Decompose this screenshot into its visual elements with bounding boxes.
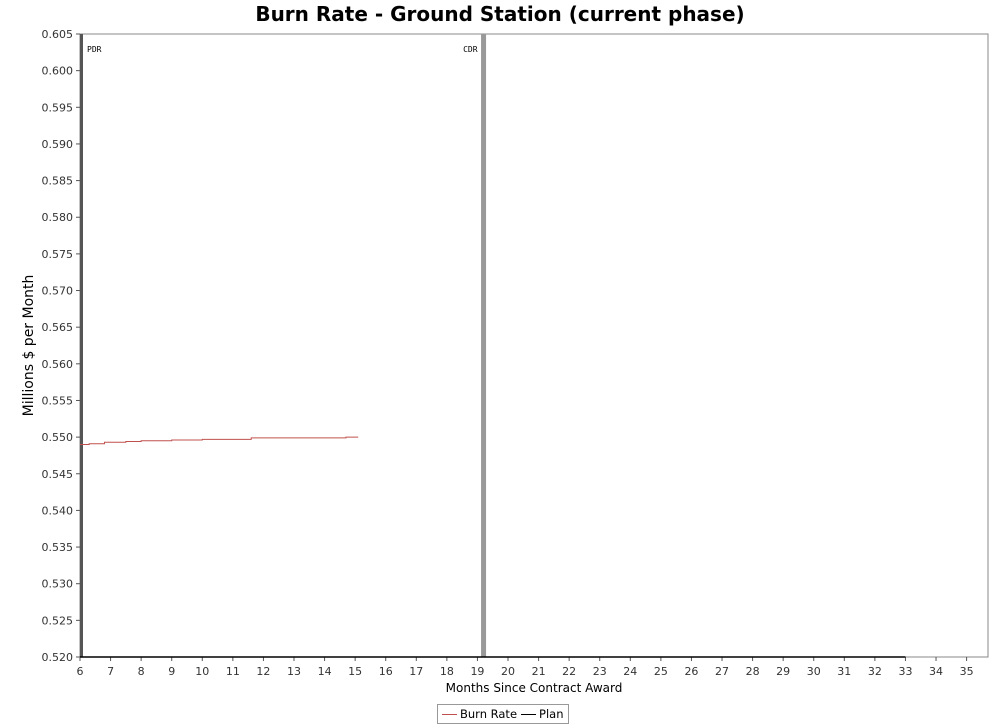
- x-tick-label: 27: [715, 665, 729, 678]
- milestone-label-cdr: CDR: [463, 45, 478, 54]
- y-tick-label: 0.540: [42, 504, 74, 517]
- x-tick-label: 29: [776, 665, 790, 678]
- x-tick-label: 16: [379, 665, 393, 678]
- y-tick-label: 0.595: [42, 101, 74, 114]
- y-tick-label: 0.520: [42, 651, 74, 664]
- x-tick-label: 19: [470, 665, 484, 678]
- x-tick-label: 18: [440, 665, 454, 678]
- legend-swatch-burn-rate: [442, 713, 457, 715]
- y-tick-label: 0.555: [42, 394, 74, 407]
- x-tick-label: 26: [684, 665, 698, 678]
- y-tick-label: 0.590: [42, 138, 74, 151]
- plot-border: [79, 33, 989, 658]
- x-tick-label: 32: [868, 665, 882, 678]
- x-tick-label: 30: [807, 665, 821, 678]
- y-tick-label: 0.570: [42, 285, 74, 298]
- x-tick-label: 6: [77, 665, 84, 678]
- y-tick-label: 0.605: [42, 28, 74, 41]
- x-tick-label: 9: [168, 665, 175, 678]
- x-tick-label: 31: [837, 665, 851, 678]
- series-line-burn-rate: [80, 436, 359, 445]
- y-tick-label: 0.600: [42, 65, 74, 78]
- legend: Burn Rate Plan: [437, 704, 569, 724]
- y-tick-label: 0.580: [42, 211, 74, 224]
- x-tick-label: 12: [256, 665, 270, 678]
- x-tick-label: 11: [226, 665, 240, 678]
- x-tick-label: 14: [318, 665, 332, 678]
- legend-label-burn-rate: Burn Rate: [460, 707, 518, 721]
- x-tick-label: 13: [287, 665, 301, 678]
- x-tick-label: 34: [929, 665, 943, 678]
- y-tick-label: 0.530: [42, 578, 74, 591]
- x-tick-label: 25: [654, 665, 668, 678]
- x-tick-label: 8: [138, 665, 145, 678]
- x-tick-label: 21: [532, 665, 546, 678]
- milestone-marker-pdr: [80, 34, 83, 657]
- chart-title: Burn Rate - Ground Station (current phas…: [255, 2, 745, 26]
- x-tick-label: 7: [107, 665, 114, 678]
- milestone-marker-cdr: [481, 34, 487, 657]
- y-tick-label: 0.560: [42, 358, 74, 371]
- x-tick-label: 22: [562, 665, 576, 678]
- x-tick-label: 35: [960, 665, 974, 678]
- y-tick-label: 0.585: [42, 175, 74, 188]
- x-tick-label: 17: [409, 665, 423, 678]
- x-tick-label: 28: [746, 665, 760, 678]
- x-tick-label: 24: [623, 665, 637, 678]
- legend-label-plan: Plan: [539, 707, 564, 721]
- x-tick-label: 23: [593, 665, 607, 678]
- y-tick-label: 0.525: [42, 614, 74, 627]
- y-tick-label: 0.545: [42, 468, 74, 481]
- milestone-label-pdr: PDR: [87, 45, 102, 54]
- legend-swatch-plan: [521, 713, 537, 715]
- x-tick-label: 33: [898, 665, 912, 678]
- y-tick-label: 0.575: [42, 248, 74, 261]
- x-tick-label: 10: [195, 665, 209, 678]
- x-axis-label: Months Since Contract Award: [446, 681, 623, 695]
- y-tick-label: 0.565: [42, 321, 74, 334]
- x-tick-label: 20: [501, 665, 515, 678]
- y-tick-label: 0.550: [42, 431, 74, 444]
- x-tick-label: 15: [348, 665, 362, 678]
- y-axis-label: Millions $ per Month: [21, 275, 37, 417]
- legend-item-burn-rate: Burn Rate: [442, 707, 517, 721]
- y-tick-label: 0.535: [42, 541, 74, 554]
- legend-item-plan: Plan: [521, 707, 564, 721]
